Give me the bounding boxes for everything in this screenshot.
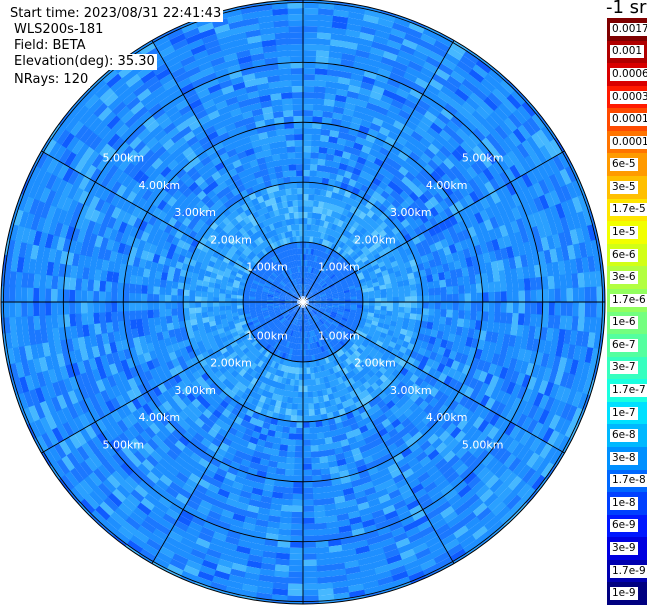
range-ring-label: 1.00km xyxy=(246,329,288,342)
range-ring-label: 4.00km xyxy=(426,411,468,424)
ppi-scan-plot: 1.00km 1.00km 1.00km 1.00km 2.00km 2.00km 2.00… xyxy=(0,0,606,605)
colorbar-tick-label: 0.0003 xyxy=(610,90,647,104)
colorbar-tick-label: 1e-6 xyxy=(610,316,638,330)
azimuth-spoke xyxy=(302,301,455,564)
range-ring-label: 3.00km xyxy=(390,206,432,219)
azimuth-spoke xyxy=(151,40,304,303)
azimuth-spoke xyxy=(151,301,304,564)
azimuth-spoke xyxy=(302,40,455,303)
colorbar-tick-label: 0.0001 xyxy=(610,135,647,149)
colorbar-tick-label: 3e-7 xyxy=(610,361,638,375)
colorbar-tick-label: 6e-7 xyxy=(610,338,638,352)
colorbar-tick-label: 3e-9 xyxy=(610,542,638,556)
azimuth-spoke xyxy=(41,150,304,303)
range-ring-label: 1.00km xyxy=(246,261,288,274)
colorbar-tick-label: 0.0017 xyxy=(610,22,647,36)
azimuth-spokes xyxy=(1,0,605,604)
colorbar-unit-label: -1 sr xyxy=(606,0,647,18)
colorbar-tick-label: 1.7e-7 xyxy=(610,384,647,398)
range-ring-label: 5.00km xyxy=(103,438,145,451)
colorbar-tick-label: 6e-6 xyxy=(610,248,638,262)
range-ring-label: 2.00km xyxy=(354,234,396,247)
colorbar-tick-label: 0.0006 xyxy=(610,67,647,81)
range-ring-label: 2.00km xyxy=(210,234,252,247)
colorbar-tick-label: 3e-5 xyxy=(610,180,638,194)
colorbar-tick-label: 6e-8 xyxy=(610,429,638,443)
range-ring-label: 1.00km xyxy=(318,261,360,274)
range-ring-label: 2.00km xyxy=(354,357,396,370)
range-ring-label: 5.00km xyxy=(462,438,504,451)
range-ring-label: 2.00km xyxy=(210,357,252,370)
range-ring-label: 4.00km xyxy=(426,179,468,192)
azimuth-spoke xyxy=(302,150,565,303)
colorbar-tick-label: 3e-8 xyxy=(610,451,638,465)
colorbar: 0.0017 0.001 0.0006 0.0003 0.00017 0.0001 6e-5… xyxy=(607,18,647,606)
range-ring-label: 3.00km xyxy=(174,206,216,219)
start-time-label: Start time: 2023/08/31 22:41:43 xyxy=(8,6,224,22)
colorbar-tick-label: 1.7e-6 xyxy=(610,293,647,307)
range-ring-labels: 1.00km 1.00km 1.00km 1.00km 2.00km 2.00km 2.00… xyxy=(103,152,504,452)
range-ring-label: 3.00km xyxy=(390,384,432,397)
colorbar-tick-label: 6e-5 xyxy=(610,158,638,172)
range-ring-label: 5.00km xyxy=(462,152,504,165)
center-marker-line xyxy=(300,296,304,303)
colorbar-tick-label: 0.00017 xyxy=(610,113,647,127)
colorbar-tick-label: 1e-5 xyxy=(610,225,638,239)
range-ring-label: 4.00km xyxy=(139,411,181,424)
colorbar-tick-label: 1e-7 xyxy=(610,406,638,420)
range-ring-label: 4.00km xyxy=(139,179,181,192)
range-ring-label: 3.00km xyxy=(174,384,216,397)
ppi-data-cells xyxy=(1,0,605,604)
colorbar-tick-label: 1.7e-5 xyxy=(610,203,647,217)
colorbar-tick-label: 3e-6 xyxy=(610,271,638,285)
colorbar-tick-label: 1.7e-8 xyxy=(610,474,647,488)
range-ring-label: 1.00km xyxy=(318,329,360,342)
range-ring-label: 5.00km xyxy=(103,152,145,165)
field-label: Field: BETA xyxy=(12,38,88,54)
colorbar-tick-label: 1.7e-9 xyxy=(610,564,647,578)
colorbar-tick-label: 6e-9 xyxy=(610,519,638,533)
azimuth-spoke xyxy=(41,301,304,454)
colorbar-tick-label: 1e-9 xyxy=(610,587,638,601)
nrays-label: NRays: 120 xyxy=(12,72,91,88)
colorbar-tick-label: 1e-8 xyxy=(610,496,638,510)
azimuth-spoke xyxy=(302,301,565,454)
instrument-label: WLS200s-181 xyxy=(12,22,106,38)
elevation-label: Elevation(deg): 35.30 xyxy=(12,54,157,70)
colorbar-tick-label: 0.001 xyxy=(610,45,645,59)
